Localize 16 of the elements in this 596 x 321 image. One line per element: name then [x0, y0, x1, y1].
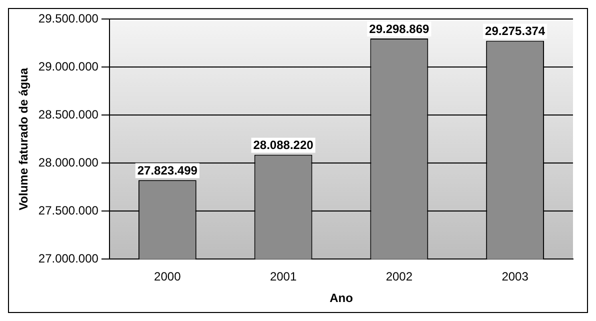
x-tick-label: 2001	[270, 270, 297, 284]
y-tick-label: 29.500.000	[38, 12, 99, 26]
y-tick-label: 27.000.000	[38, 252, 99, 266]
x-tick-label: 2002	[386, 270, 413, 284]
x-axis-title: Ano	[330, 291, 353, 306]
x-tick-label: 2003	[502, 270, 529, 284]
x-tick-label: 2000	[154, 270, 182, 284]
data-label: 29.298.869	[369, 22, 430, 36]
data-label: 29.275.374	[485, 24, 546, 38]
y-tick-label: 27.500.000	[38, 204, 99, 218]
y-tick-label: 28.500.000	[38, 108, 99, 122]
y-tick-label: 28.000.000	[38, 156, 99, 170]
y-tick-label: 29.000.000	[38, 60, 99, 74]
data-label: 28.088.220	[253, 138, 314, 152]
y-axis-title: Volume faturado de água	[16, 68, 31, 210]
data-label: 27.823.499	[137, 163, 198, 178]
